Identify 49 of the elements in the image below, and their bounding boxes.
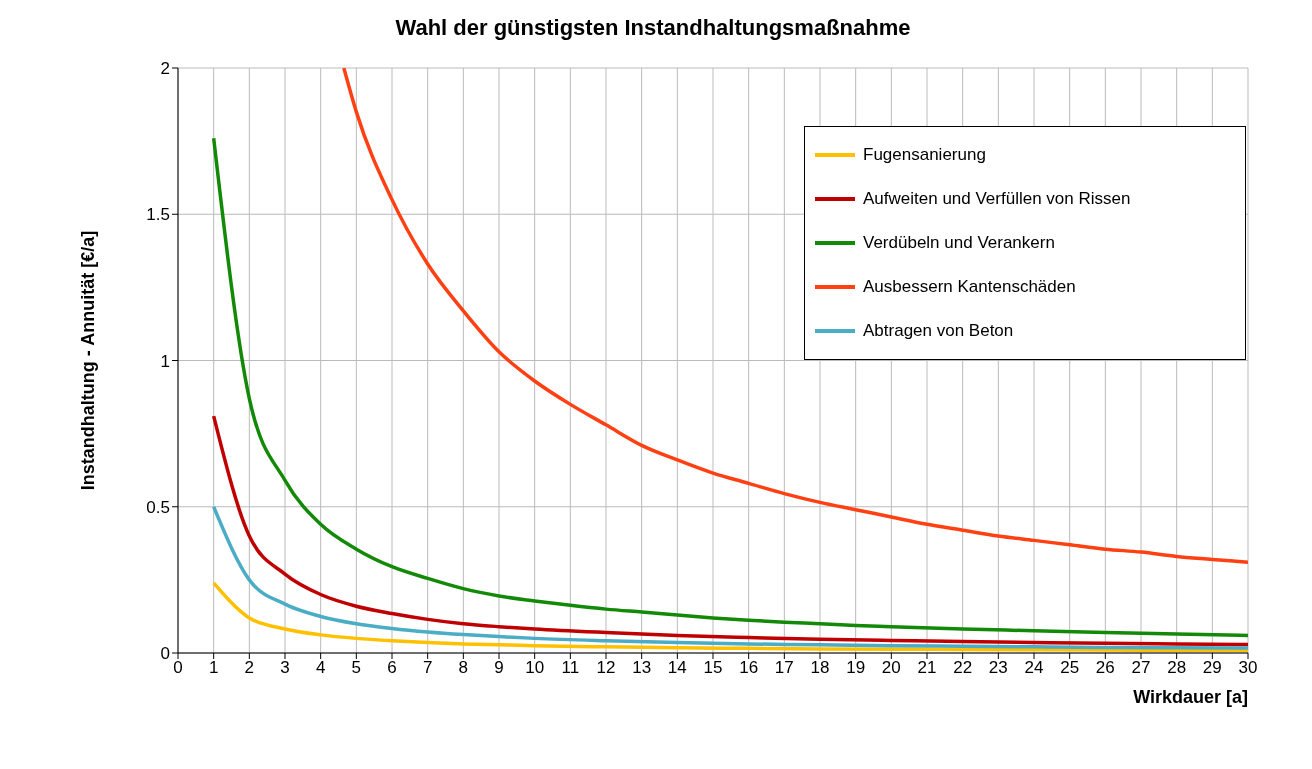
legend-label: Aufweiten und Verfüllen von Rissen [863,189,1131,209]
y-tick-label: 2 [160,59,170,79]
legend-label: Ausbessern Kantenschäden [863,277,1076,297]
line-series [211,505,1248,650]
x-tick-label: 26 [1095,658,1115,678]
x-tick-label: 16 [739,658,759,678]
x-tick-label: 13 [632,658,652,678]
x-tick-label: 25 [1060,658,1080,678]
line-series [342,68,1248,565]
x-axis-title: Wirkdauer [a] [1133,687,1248,707]
x-tick-label: 22 [953,658,973,678]
legend-label: Verdübeln und Verankern [863,233,1055,253]
y-tick-label: 0 [160,644,170,664]
x-tick-label: 9 [494,658,504,678]
x-tick-label: 15 [703,658,723,678]
line-series [211,414,1248,647]
x-tick-label: 6 [387,658,397,678]
x-tick-label: 3 [280,658,290,678]
x-tick-label: 0 [173,658,183,678]
legend-label: Fugensanierung [863,145,986,165]
x-tick-label: 18 [810,658,830,678]
y-tick-label: 1 [160,351,170,371]
y-tick-label: 0.5 [146,497,170,517]
x-tick-label: 24 [1024,658,1044,678]
y-axis-title: Instandhaltung - Annuität [€/a] [78,230,99,491]
x-tick-label: 1 [208,658,219,678]
x-tick-label: 19 [846,658,866,678]
x-tick-label: 30 [1238,658,1258,678]
x-tick-label: 21 [917,658,937,678]
legend-label: Abtragen von Beton [863,321,1014,341]
x-tick-label: 8 [458,658,469,678]
x-tick-label: 23 [988,658,1008,678]
x-tick-label: 7 [422,658,433,678]
x-tick-label: 11 [561,658,580,678]
x-tick-label: 27 [1131,658,1151,678]
x-tick-label: 14 [667,658,687,678]
x-tick-label: 29 [1202,658,1222,678]
x-tick-label: 10 [525,658,545,678]
x-tick-label: 4 [315,658,326,678]
y-tick-label: 1.5 [146,205,170,225]
chart-title: Wahl der günstigsten Instandhaltungsmaßnahme [394,14,912,42]
x-tick-label: 2 [244,658,255,678]
line-series [211,136,1248,638]
x-tick-label: 17 [774,658,794,678]
x-tick-label: 28 [1167,658,1187,678]
line-series [211,581,1248,653]
x-tick-label: 5 [351,658,362,678]
x-tick-label: 20 [881,658,901,678]
x-tick-label: 12 [596,658,616,678]
